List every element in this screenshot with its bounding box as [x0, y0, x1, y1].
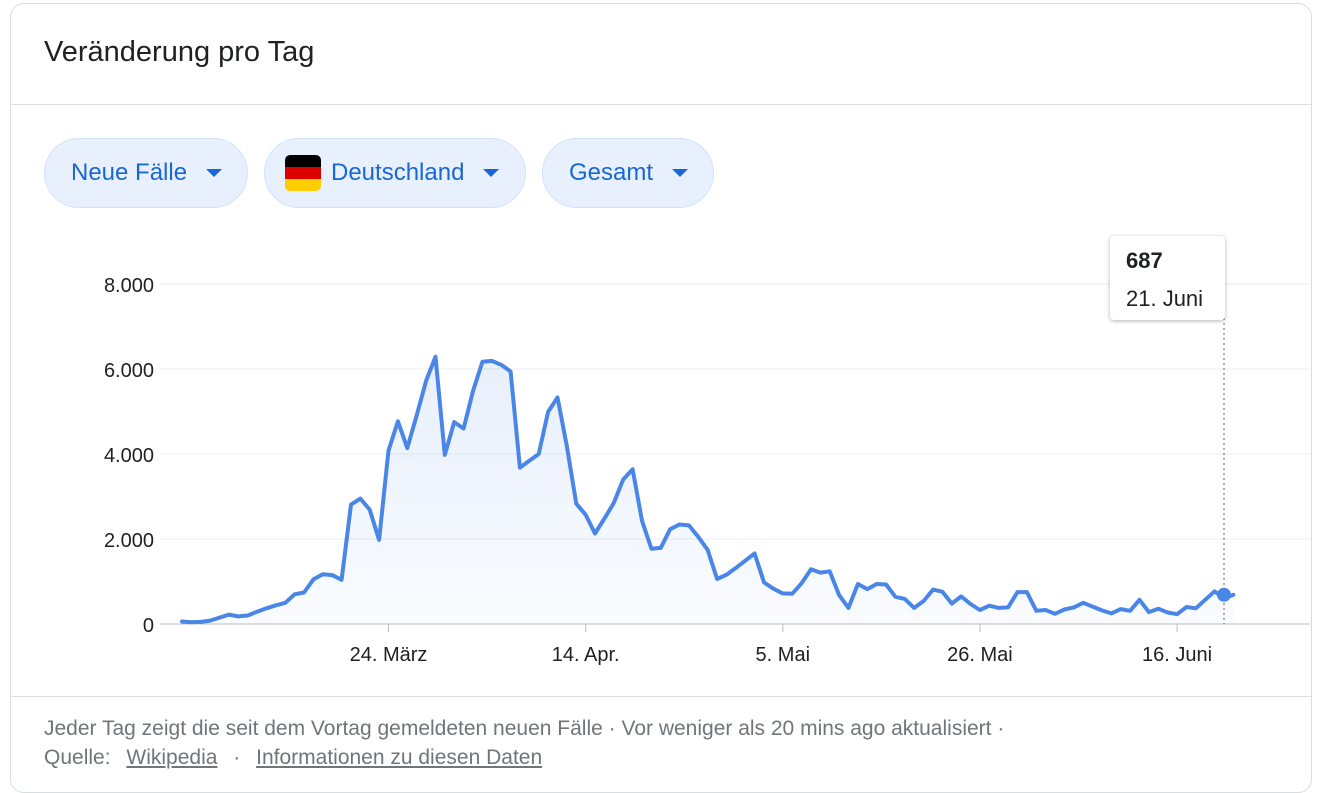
x-tick-label: 5. Mai — [756, 644, 810, 666]
chart-card — [10, 3, 1312, 793]
header-divider — [11, 104, 1311, 105]
caret-down-icon — [483, 169, 500, 177]
wikipedia-link[interactable]: Wikipedia — [126, 746, 218, 769]
caret-down-icon — [206, 169, 223, 177]
metric-select-label: Neue Fälle — [71, 159, 188, 186]
chart-tooltip: 687 21. Juni — [1110, 236, 1225, 320]
data-info-link[interactable]: Informationen zu diesen Daten — [256, 746, 543, 769]
cases-area — [182, 356, 1234, 624]
flag-germany-icon — [285, 155, 321, 191]
y-tick-label: 4.000 — [104, 445, 154, 467]
highlight-point[interactable] — [1217, 587, 1231, 602]
x-tick-label: 24. März — [350, 644, 428, 666]
x-tick-label: 16. Juni — [1142, 644, 1212, 666]
chart-footer: Jeder Tag zeigt die seit dem Vortag geme… — [44, 714, 1004, 772]
footer-description: Jeder Tag zeigt die seit dem Vortag geme… — [44, 717, 1005, 740]
x-tick-label: 26. Mai — [947, 644, 1013, 666]
country-select-chip[interactable]: Deutschland — [264, 138, 526, 208]
x-tick-label: 14. Apr. — [552, 644, 620, 666]
tooltip-value: 687 — [1126, 248, 1163, 273]
range-select-chip[interactable]: Gesamt — [542, 138, 714, 208]
y-tick-label: 0 — [143, 615, 154, 637]
y-tick-label: 6.000 — [104, 360, 154, 382]
y-tick-label: 8.000 — [104, 275, 154, 297]
footer-divider — [11, 696, 1311, 697]
tooltip-date: 21. Juni — [1126, 286, 1204, 311]
cases-line — [180, 354, 1236, 625]
range-select-label: Gesamt — [569, 159, 654, 186]
footer-separator: · — [233, 746, 241, 769]
source-label: Quelle: — [44, 746, 111, 769]
country-select-label: Deutschland — [331, 159, 465, 186]
metric-select-chip[interactable]: Neue Fälle — [44, 138, 248, 208]
y-tick-label: 2.000 — [104, 530, 154, 552]
card-title: Veränderung pro Tag — [44, 36, 315, 68]
caret-down-icon — [672, 169, 689, 177]
